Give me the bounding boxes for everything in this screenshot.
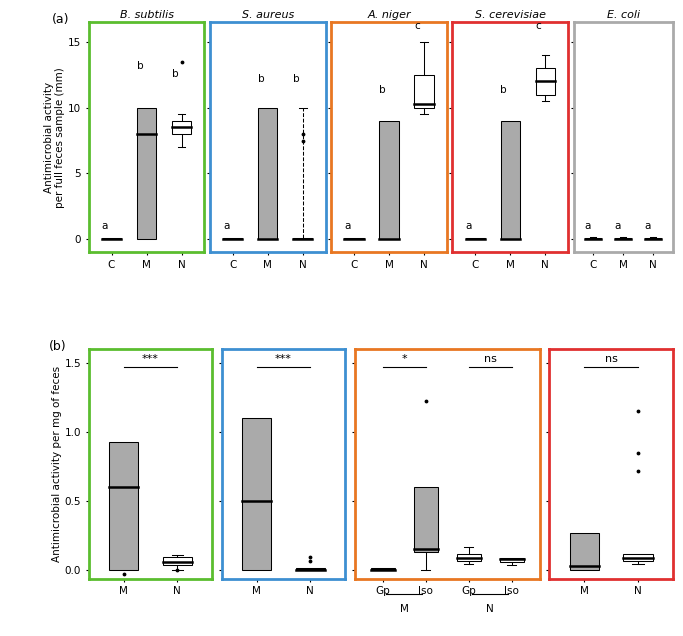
Bar bbox=[109, 441, 139, 570]
Bar bbox=[223, 238, 242, 239]
Text: c: c bbox=[535, 22, 541, 31]
Bar bbox=[457, 554, 481, 561]
Bar bbox=[615, 238, 632, 239]
Text: a: a bbox=[645, 221, 651, 232]
Bar bbox=[172, 121, 191, 134]
Bar bbox=[466, 238, 485, 239]
Bar bbox=[585, 238, 602, 239]
Text: a: a bbox=[344, 221, 350, 232]
Text: ***: *** bbox=[275, 354, 292, 364]
Y-axis label: Antimicrobial activity
per full feces sample (mm): Antimicrobial activity per full feces sa… bbox=[44, 67, 65, 207]
Text: (a): (a) bbox=[52, 13, 69, 26]
Text: b: b bbox=[137, 61, 143, 71]
Text: b: b bbox=[501, 85, 507, 95]
Title: S. cerevisiae: S. cerevisiae bbox=[475, 10, 546, 20]
Text: ns: ns bbox=[604, 354, 617, 364]
Text: c: c bbox=[415, 22, 420, 31]
Text: b: b bbox=[258, 74, 264, 84]
Title: S. aureus: S. aureus bbox=[242, 10, 294, 20]
Text: N: N bbox=[486, 604, 494, 614]
Text: a: a bbox=[465, 221, 472, 232]
Bar bbox=[379, 121, 399, 239]
Bar bbox=[623, 554, 653, 561]
Text: a: a bbox=[615, 221, 621, 232]
Text: M: M bbox=[400, 604, 408, 614]
Text: (b): (b) bbox=[49, 340, 67, 352]
Bar bbox=[570, 533, 599, 570]
Text: ns: ns bbox=[484, 354, 497, 364]
Text: ***: *** bbox=[142, 354, 159, 364]
Text: a: a bbox=[585, 221, 591, 232]
Title: A. niger: A. niger bbox=[367, 10, 411, 20]
Bar bbox=[414, 487, 438, 553]
Text: a: a bbox=[102, 221, 108, 232]
Title: E. coli: E. coli bbox=[607, 10, 640, 20]
Y-axis label: Antimicrobial activity per mg of feces: Antimicrobial activity per mg of feces bbox=[52, 366, 61, 562]
Bar bbox=[296, 568, 325, 570]
Bar bbox=[242, 418, 271, 570]
Text: b: b bbox=[379, 85, 386, 95]
Title: B. subtilis: B. subtilis bbox=[120, 10, 173, 20]
Bar bbox=[501, 121, 520, 239]
Text: *: * bbox=[402, 354, 407, 364]
Bar bbox=[102, 238, 121, 239]
Bar bbox=[293, 238, 313, 239]
Bar bbox=[258, 107, 277, 239]
Bar bbox=[415, 75, 434, 107]
Bar bbox=[645, 238, 662, 239]
Text: a: a bbox=[223, 221, 229, 232]
Bar bbox=[344, 238, 363, 239]
Text: b: b bbox=[293, 74, 300, 84]
Bar bbox=[163, 556, 192, 565]
Text: b: b bbox=[172, 69, 178, 79]
Bar bbox=[371, 569, 395, 570]
Bar bbox=[137, 107, 156, 239]
Bar bbox=[535, 68, 555, 95]
Bar bbox=[500, 558, 524, 562]
